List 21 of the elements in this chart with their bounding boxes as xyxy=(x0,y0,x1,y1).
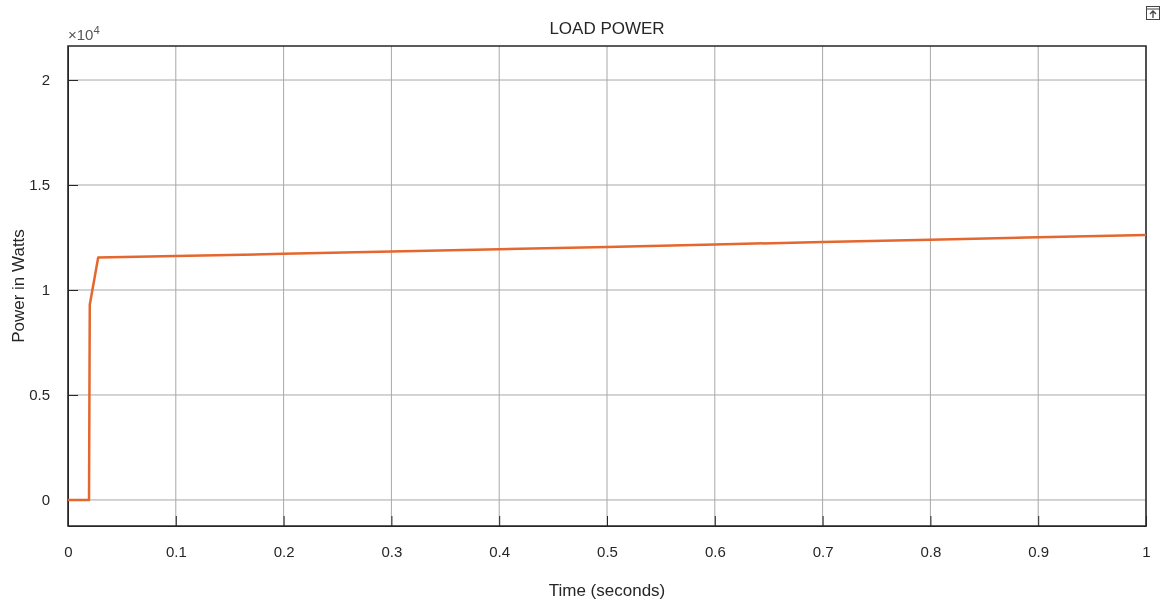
x-tick-label: 0.4 xyxy=(489,542,511,560)
x-tick-label: 1 xyxy=(1142,542,1151,560)
y-axis-title: Power in Watts xyxy=(9,229,28,343)
x-tick-label: 0.7 xyxy=(812,542,834,560)
y-tick-label: 1 xyxy=(41,281,50,299)
x-tick-label: 0.8 xyxy=(920,542,942,560)
x-tick-label: 0.5 xyxy=(597,542,618,560)
x-tick-label: 0.1 xyxy=(165,542,187,560)
y-tick-label: 1.5 xyxy=(29,176,50,194)
y-tick-label: 0.5 xyxy=(29,386,50,404)
chart-title: LOAD POWER xyxy=(549,19,665,38)
x-tick-label: 0 xyxy=(64,542,73,560)
x-tick-label: 0.9 xyxy=(1028,542,1050,560)
x-tick-label: 0.6 xyxy=(704,542,726,560)
y-tick-label: 2 xyxy=(41,71,50,89)
x-tick-label: 0.2 xyxy=(273,542,295,560)
text: ×10$^{4}$ xyxy=(68,24,100,43)
x-tick-label: 0.3 xyxy=(381,542,403,560)
y-tick-label: 0 xyxy=(41,491,50,509)
line-series xyxy=(66,233,1148,502)
x-axis-title: Time (seconds) xyxy=(548,581,666,600)
